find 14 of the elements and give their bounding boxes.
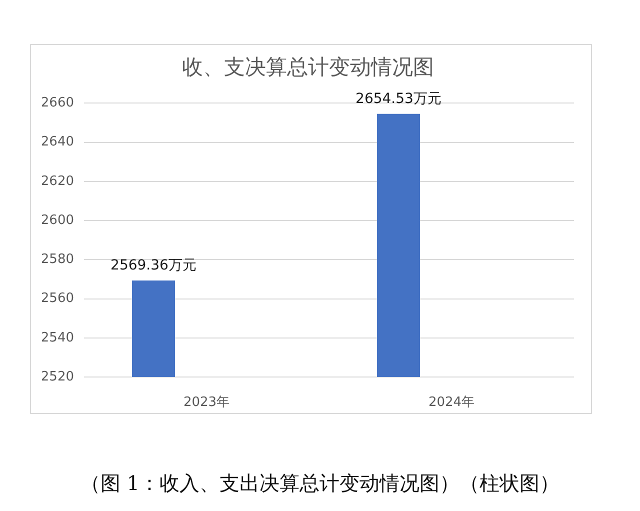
y-tick-label: 2520	[40, 369, 74, 384]
y-tick-label: 2660	[40, 96, 74, 111]
y-tick-label: 2560	[40, 291, 74, 306]
y-tick-label: 2640	[40, 134, 74, 150]
text: （图 1：收入、支出决算总计变动情况图）（柱状图）	[79, 470, 561, 497]
x-tick-label: 2023年	[183, 395, 230, 410]
x-tick-label: 2024年	[428, 395, 475, 410]
y-tick-label: 2600	[40, 212, 74, 228]
y-tick-label: 2580	[40, 252, 74, 268]
data-label: 2569.36万元	[110, 257, 196, 274]
data-label: 2654.53万元	[356, 90, 442, 107]
y-tick-label: 2620	[40, 174, 74, 189]
chart-title: 收、支决算总计变动情况图	[182, 55, 434, 80]
y-tick-label: 2540	[40, 330, 74, 346]
